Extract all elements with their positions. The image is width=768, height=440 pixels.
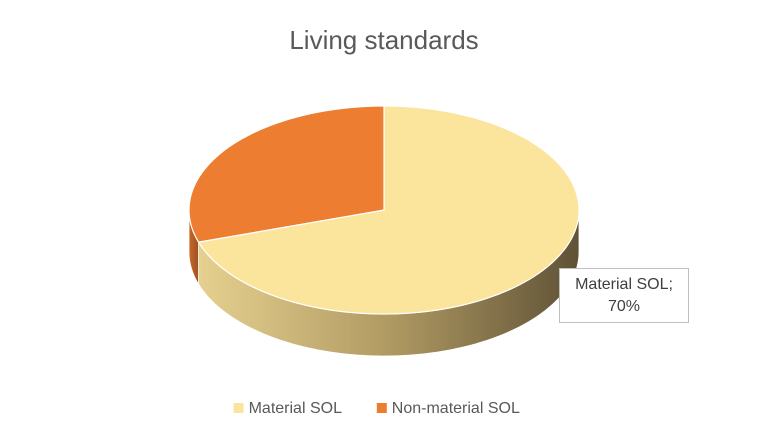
legend-label: Non-material SOL: [392, 400, 520, 417]
data-label: Material SOL; 70%: [559, 268, 689, 323]
legend-swatch: [233, 403, 244, 413]
chart-title: Living standards: [289, 25, 478, 55]
slice: [197, 105, 580, 315]
legend-label: Material SOL: [249, 400, 342, 417]
legend-swatch: [376, 403, 387, 413]
slice: [188, 105, 385, 243]
